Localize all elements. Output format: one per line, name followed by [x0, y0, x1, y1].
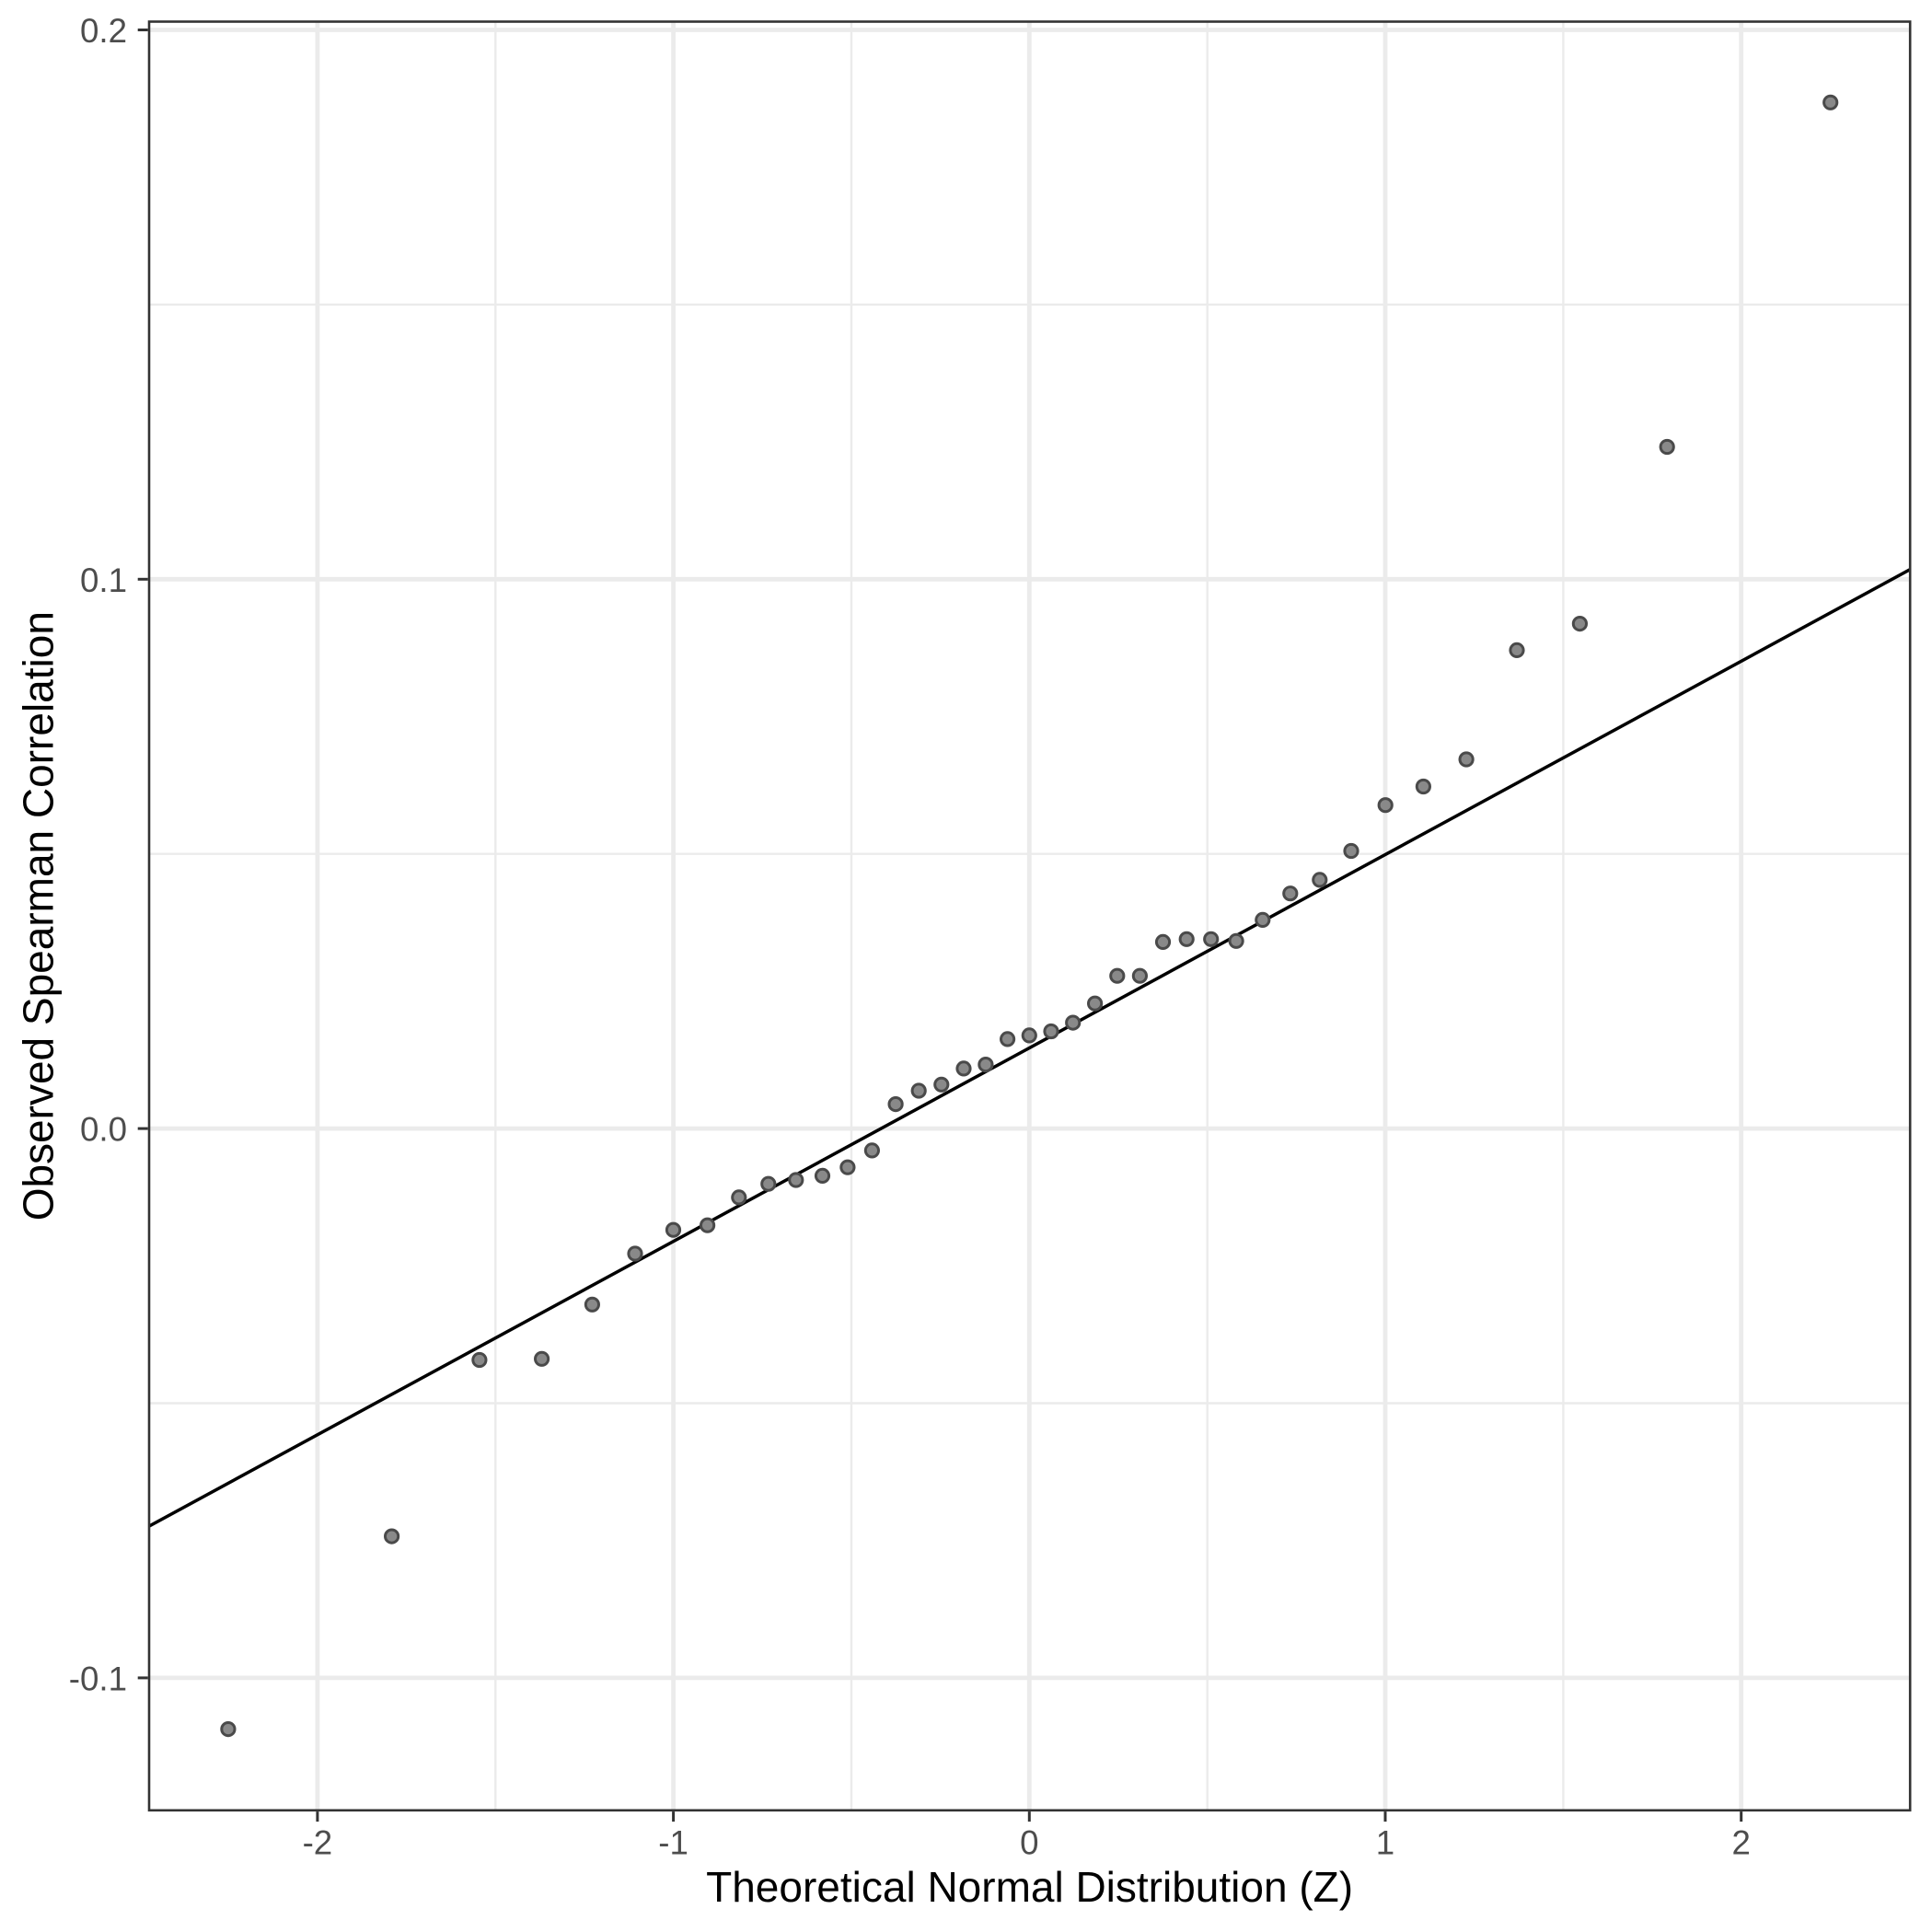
svg-text:0.2: 0.2	[80, 12, 127, 50]
svg-text:0.1: 0.1	[80, 561, 127, 599]
svg-text:-1: -1	[658, 1824, 688, 1862]
svg-text:-2: -2	[303, 1824, 333, 1862]
svg-text:Observed Spearman Correlation: Observed Spearman Correlation	[15, 611, 63, 1221]
svg-text:0: 0	[1020, 1824, 1038, 1862]
svg-text:0.0: 0.0	[80, 1111, 127, 1149]
svg-text:-0.1: -0.1	[69, 1660, 127, 1698]
svg-text:Theoretical Normal Distributio: Theoretical Normal Distribution (Z)	[706, 1863, 1353, 1911]
svg-text:1: 1	[1376, 1824, 1394, 1862]
svg-text:2: 2	[1731, 1824, 1750, 1862]
